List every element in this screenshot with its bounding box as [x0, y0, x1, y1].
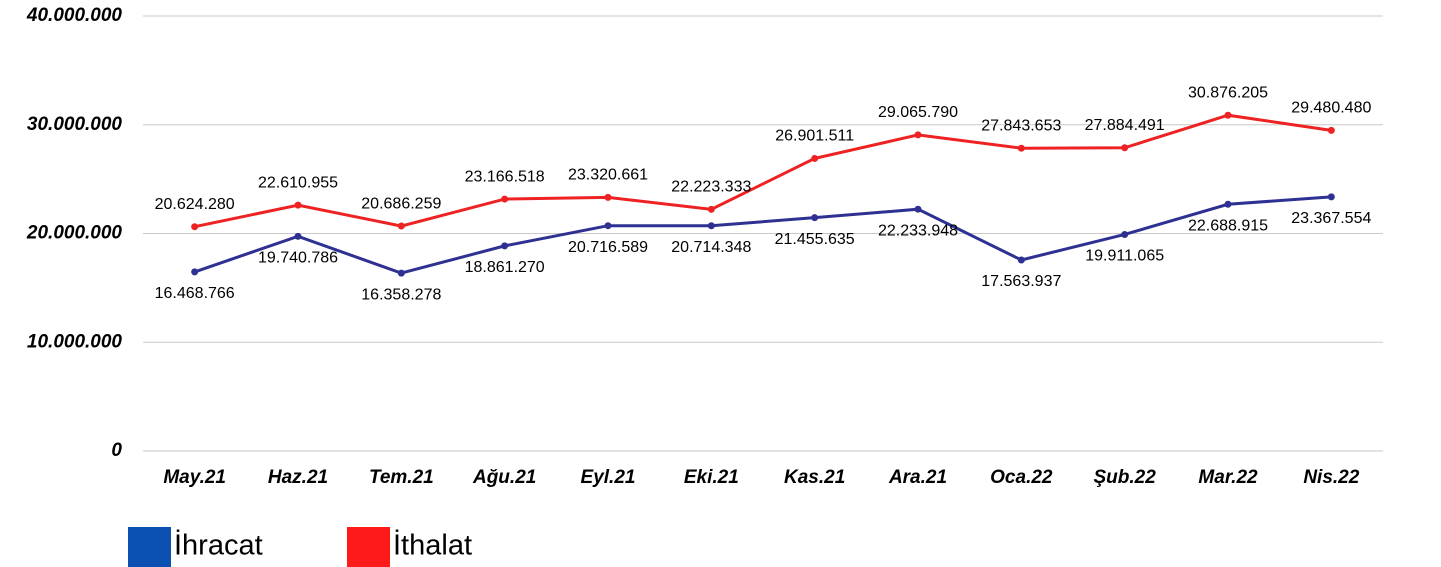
data-label: 19.740.786	[258, 250, 338, 267]
data-point	[707, 222, 715, 230]
data-label: 22.233.948	[878, 222, 958, 239]
x-tick-label: Ara.21	[888, 467, 947, 488]
data-point	[604, 222, 612, 230]
data-label: 29.065.790	[878, 104, 958, 121]
data-point	[1327, 193, 1335, 201]
series-line	[194, 113, 1332, 229]
data-label: 22.610.955	[258, 174, 338, 191]
data-label: 22.223.333	[671, 179, 751, 196]
data-label: 20.624.280	[155, 196, 235, 213]
data-point	[294, 201, 302, 209]
x-tick-label: Tem.21	[369, 467, 434, 488]
data-label: 30.876.205	[1188, 84, 1268, 101]
data-label: 18.861.270	[465, 259, 545, 276]
y-tick-label: 40.000.000	[26, 5, 123, 26]
data-label: 19.911.065	[1085, 248, 1164, 265]
data-label: 16.468.766	[155, 285, 235, 302]
x-tick-label: Kas.21	[784, 467, 845, 488]
legend-swatch	[347, 527, 390, 567]
y-tick-label: 10.000.000	[27, 331, 123, 352]
data-label: 20.714.348	[671, 239, 751, 256]
y-tick-label: 0	[111, 440, 122, 461]
x-tick-label: Oca.22	[990, 467, 1053, 488]
x-tick-label: Mar.22	[1198, 467, 1258, 488]
data-point	[501, 195, 509, 203]
data-point	[1224, 111, 1232, 119]
y-tick-label: 30.000.000	[27, 114, 123, 135]
legend-swatch	[128, 527, 171, 567]
data-point	[1017, 144, 1025, 152]
data-point	[501, 242, 509, 250]
data-point	[1121, 230, 1129, 238]
data-point	[1017, 256, 1025, 264]
data-label: 20.686.259	[361, 195, 441, 212]
series-line	[194, 195, 1332, 275]
data-point	[707, 205, 715, 213]
data-label: 26.901.511	[775, 128, 854, 145]
data-point	[1327, 126, 1335, 134]
data-point	[191, 268, 199, 276]
data-label: 29.480.480	[1291, 100, 1371, 117]
data-point	[397, 222, 405, 230]
data-point	[811, 214, 819, 222]
x-tick-label: Eki.21	[684, 467, 739, 488]
data-point	[811, 154, 819, 162]
data-label: 23.367.554	[1291, 210, 1371, 227]
data-label: 21.455.635	[775, 231, 855, 248]
data-point	[191, 223, 199, 231]
y-tick-label: 20.000.000	[26, 223, 123, 244]
data-label: 27.843.653	[981, 117, 1061, 134]
data-point	[914, 205, 922, 213]
data-label: 23.166.518	[465, 168, 545, 185]
data-point	[294, 232, 302, 240]
data-point	[914, 131, 922, 139]
data-point	[397, 269, 405, 277]
data-label: 23.320.661	[568, 167, 648, 184]
data-label: 16.358.278	[361, 286, 441, 303]
x-tick-label: Şub.22	[1094, 467, 1157, 488]
data-label: 20.716.589	[568, 239, 648, 256]
x-tick-label: Haz.21	[268, 467, 328, 488]
data-label: 27.884.491	[1085, 117, 1165, 134]
x-tick-label: Ağu.21	[472, 467, 536, 488]
x-tick-label: Eyl.21	[581, 467, 636, 488]
x-tick-label: Nis.22	[1303, 467, 1359, 488]
data-label: 22.688.915	[1188, 217, 1268, 234]
x-tick-label: May.21	[163, 467, 226, 488]
data-point	[1224, 200, 1232, 208]
data-label: 17.563.937	[981, 273, 1061, 290]
data-point	[1121, 144, 1129, 152]
legend-label: İhracat	[174, 529, 263, 562]
data-point	[604, 193, 612, 201]
legend-label: İthalat	[393, 529, 472, 562]
